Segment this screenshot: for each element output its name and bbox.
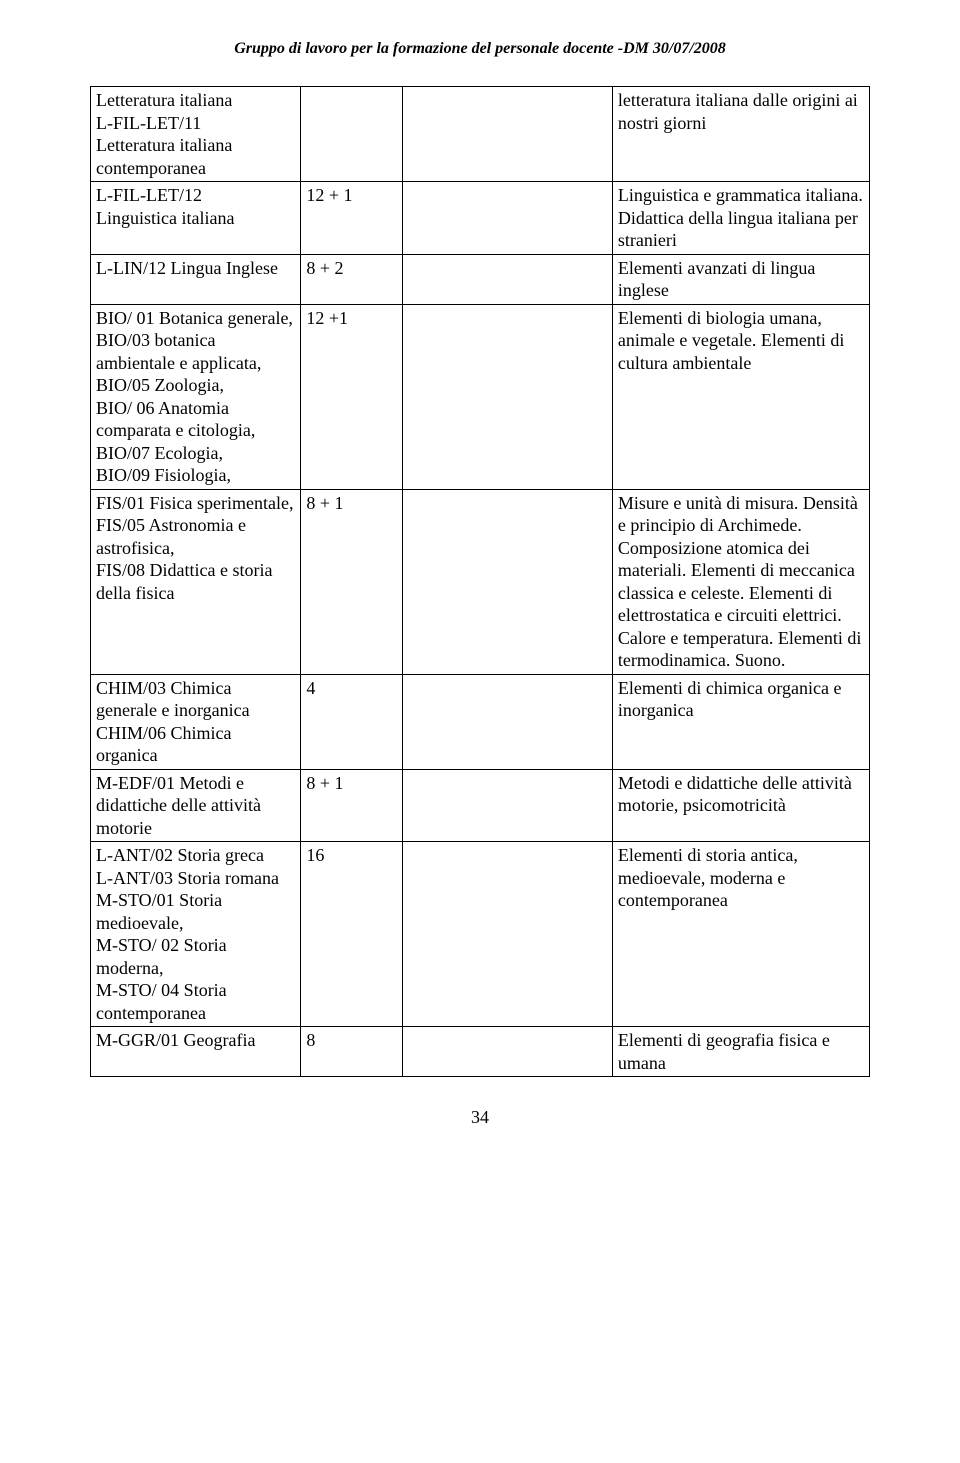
table-cell: L-FIL-LET/12Linguistica italiana — [91, 182, 301, 255]
curriculum-table: Letteratura italianaL-FIL-LET/11Letterat… — [90, 86, 870, 1077]
table-row: L-FIL-LET/12Linguistica italiana12 + 1 Li… — [91, 182, 870, 255]
table-cell — [301, 87, 402, 182]
table-cell: 8 — [301, 1027, 402, 1077]
table-cell: Elementi di geografia fisica e umana — [612, 1027, 869, 1077]
table-row: FIS/01 Fisica sperimentale,FIS/05 Astron… — [91, 489, 870, 674]
table-cell — [402, 1027, 612, 1077]
table-cell: 4 — [301, 674, 402, 769]
table-cell: 8 + 1 — [301, 489, 402, 674]
table-cell: Metodi e didattiche delle attività motor… — [612, 769, 869, 842]
table-row: L-ANT/02 Storia grecaL-ANT/03 Storia rom… — [91, 842, 870, 1027]
table-cell: 12 +1 — [301, 304, 402, 489]
table-row: BIO/ 01 Botanica generale, BIO/03 botani… — [91, 304, 870, 489]
table-cell — [402, 769, 612, 842]
table-cell — [402, 182, 612, 255]
table-cell — [402, 254, 612, 304]
table-cell: 16 — [301, 842, 402, 1027]
document-page: Gruppo di lavoro per la formazione del p… — [0, 0, 960, 1463]
table-cell: FIS/01 Fisica sperimentale,FIS/05 Astron… — [91, 489, 301, 674]
table-cell: M-GGR/01 Geografia — [91, 1027, 301, 1077]
page-number: 34 — [90, 1107, 870, 1128]
table-cell: CHIM/03 Chimica generale e inorganica CH… — [91, 674, 301, 769]
table-cell: Letteratura italianaL-FIL-LET/11Letterat… — [91, 87, 301, 182]
page-header: Gruppo di lavoro per la formazione del p… — [90, 40, 870, 58]
table-cell: L-ANT/02 Storia grecaL-ANT/03 Storia rom… — [91, 842, 301, 1027]
table-cell — [402, 842, 612, 1027]
table-cell: Elementi avanzati di lingua inglese — [612, 254, 869, 304]
table-cell: Elementi di chimica organica e inorganic… — [612, 674, 869, 769]
table-cell — [402, 674, 612, 769]
table-cell: M-EDF/01 Metodi e didattiche delle attiv… — [91, 769, 301, 842]
table-cell: 8 + 1 — [301, 769, 402, 842]
table-row: Letteratura italianaL-FIL-LET/11Letterat… — [91, 87, 870, 182]
table-cell: Elementi di storia antica, medioevale, m… — [612, 842, 869, 1027]
table-cell: letteratura italiana dalle origini ai no… — [612, 87, 869, 182]
table-cell: 8 + 2 — [301, 254, 402, 304]
table-cell — [402, 304, 612, 489]
table-cell — [402, 489, 612, 674]
table-row: CHIM/03 Chimica generale e inorganica CH… — [91, 674, 870, 769]
table-cell: L-LIN/12 Lingua Inglese — [91, 254, 301, 304]
table-row: M-EDF/01 Metodi e didattiche delle attiv… — [91, 769, 870, 842]
table-row: M-GGR/01 Geografia8 Elementi di geografia… — [91, 1027, 870, 1077]
table-cell: Elementi di biologia umana, animale e ve… — [612, 304, 869, 489]
table-cell — [402, 87, 612, 182]
table-cell: BIO/ 01 Botanica generale, BIO/03 botani… — [91, 304, 301, 489]
table-cell: Linguistica e grammatica italiana.Didatt… — [612, 182, 869, 255]
table-cell: 12 + 1 — [301, 182, 402, 255]
table-row: L-LIN/12 Lingua Inglese8 + 2 Elementi ava… — [91, 254, 870, 304]
table-cell: Misure e unità di misura. Densità e prin… — [612, 489, 869, 674]
